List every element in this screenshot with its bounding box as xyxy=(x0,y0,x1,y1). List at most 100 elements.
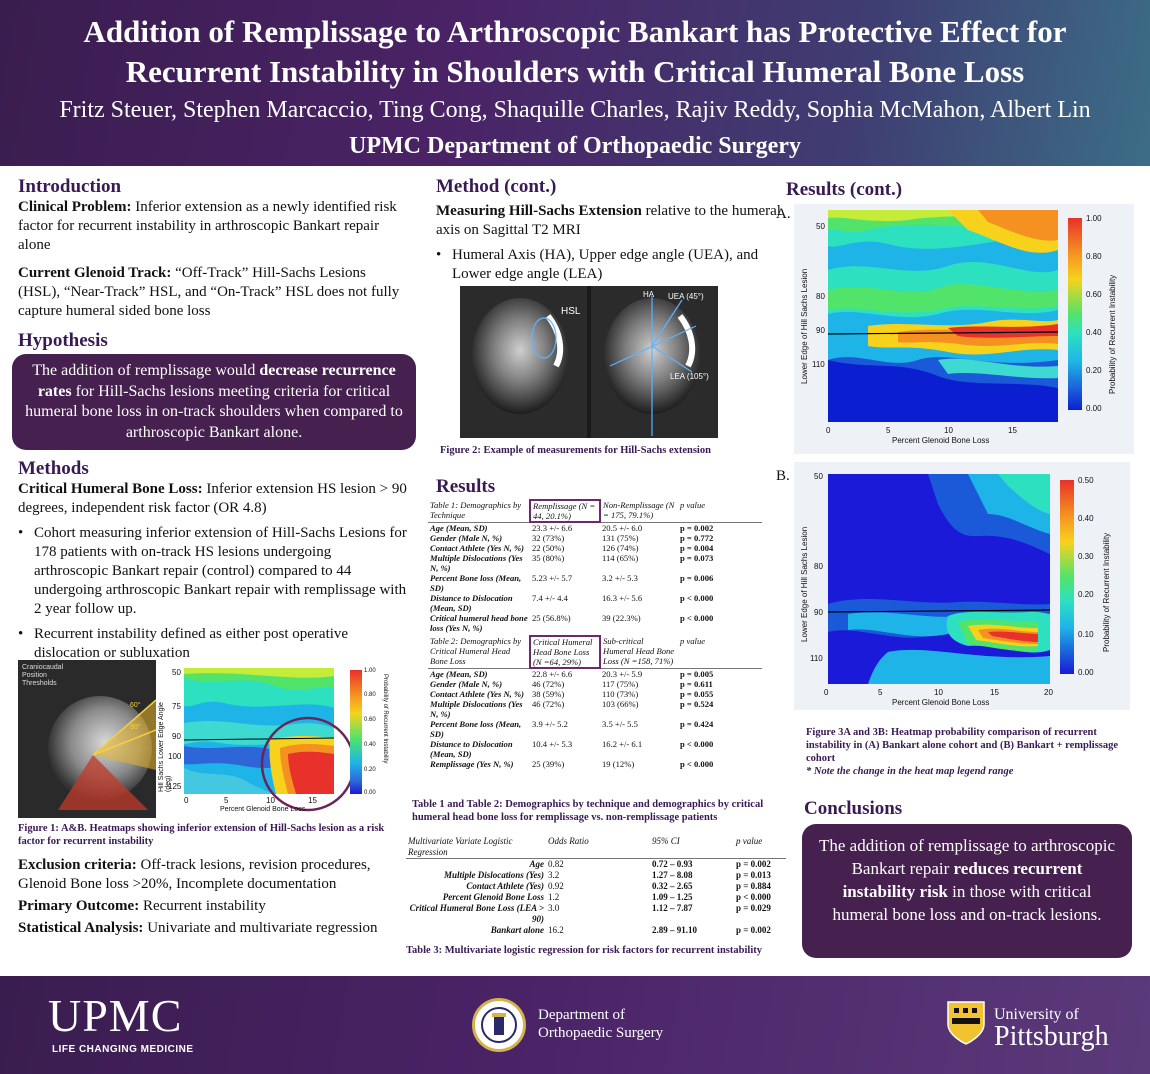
t2-cell: Percent Bone loss (Mean, SD) xyxy=(430,719,522,739)
t3-cell: 1.2 xyxy=(548,892,560,902)
methods-bullet-1: Cohort measuring inferior extension of H… xyxy=(18,524,408,619)
fig3a-ylabel: Lower Edge of Hill Sachs Lesion xyxy=(800,268,809,384)
fig3b-ylabel: Lower Edge of Hill Sachs Lesion xyxy=(800,526,809,642)
t1-cell: Contact Athlete (Yes N, %) xyxy=(430,543,524,553)
t1-cell: Multiple Dislocations (Yes N, %) xyxy=(430,553,523,573)
t3-cell: p < 0.000 xyxy=(736,892,771,902)
fig1-cbar-tick-2: 0.80 xyxy=(364,692,376,698)
t1-cell: Critical humeral head bone loss (Yes N, … xyxy=(430,613,528,633)
fig1-cbar-tick-4: 0.40 xyxy=(364,742,376,748)
t2-header-3: p value xyxy=(678,636,762,669)
fig3b-xtick-1: 0 xyxy=(824,688,829,697)
fig1-cbar-tick-6: 0.00 xyxy=(364,790,376,796)
t1-row: Gender (Male N, %) 32 (73%) 131 (75%) p = 0… xyxy=(428,533,762,543)
methods-bullets: Cohort measuring inferior extension of H… xyxy=(18,524,408,663)
fig3b-panel: Lower Edge of Hill Sachs Lesion 50 80 90… xyxy=(794,462,1130,710)
dept-seal-drawing xyxy=(481,1007,517,1043)
fig3a-ytick-2: 80 xyxy=(816,292,825,301)
t2-cell: Age (Mean, SD) xyxy=(430,668,488,679)
fig1-ytick-3: 90 xyxy=(172,732,181,741)
fig1-heatmap xyxy=(184,668,334,794)
t1-cell: 39 (22.3%) xyxy=(602,613,641,623)
fig3a-cbar-tick-6: 0.00 xyxy=(1086,404,1102,413)
fig3-note: * Note the change in the heat map legend… xyxy=(806,766,1014,777)
t3-cell: 16.2 xyxy=(548,925,564,935)
fig1-xray-drawing xyxy=(48,696,156,810)
t1-header-2: Non-Remplissage (N = 175, 79.1%) xyxy=(600,500,678,523)
t3-cell: Age xyxy=(529,859,545,869)
fig1-cbar-label: Probability of Recurrent Instability xyxy=(382,674,388,764)
fig1-heatmap-svg xyxy=(184,668,334,794)
fig1-ytick-5: 125 xyxy=(168,782,182,791)
table-3-block: Multivariate Variate Logistic Regression… xyxy=(406,836,786,957)
fig3a-ytick-3: 90 xyxy=(816,326,825,335)
fig3a-xlabel: Percent Glenoid Bone Loss xyxy=(892,436,990,445)
fig3b-cbar-tick-4: 0.20 xyxy=(1078,590,1094,599)
t2-cell: 3.5 +/- 5.5 xyxy=(602,719,638,729)
t1-cell: 126 (74%) xyxy=(602,543,639,553)
t1-cell: 5.23 +/- 5.7 xyxy=(532,573,573,583)
table-1-2-caption: Table 1 and Table 2: Demographics by tec… xyxy=(412,799,764,823)
results-heading: Results xyxy=(436,476,496,497)
fig3a-panel: Lower Edge of Hill Sachs Lesion 50 80 90… xyxy=(794,204,1134,454)
conclusions-heading: Conclusions xyxy=(804,798,903,819)
fig3b-xlabel: Percent Glenoid Bone Loss xyxy=(892,698,990,707)
poster-header: Addition of Remplissage to Arthroscopic … xyxy=(0,0,1150,166)
fig1-cbar-tick-5: 0.20 xyxy=(364,767,376,773)
t1-header-1: Remplissage (N = 44, 20.1%) xyxy=(529,499,601,523)
t3-row: Multiple Dislocations (Yes) 3.2 1.27 – 8.0… xyxy=(406,870,786,881)
fig2-lea-label: LEA (105°) xyxy=(670,372,709,381)
t1-row: Age (Mean, SD) 23.3 +/- 6.6 20.5 +/- 6.0 p … xyxy=(428,522,762,534)
fig3-caption-block: Figure 3A and 3B: Heatmap probability co… xyxy=(806,726,1132,778)
t3-cell: p = 0.002 xyxy=(736,859,771,869)
t2-cell: 25 (39%) xyxy=(532,759,565,769)
t2-cell: Remplissage (Yes N, %) xyxy=(430,759,514,769)
intro-heading: Introduction xyxy=(18,176,122,197)
t2-cell: 19 (12%) xyxy=(602,759,635,769)
t2-row: Gender (Male N, %) 46 (72%) 117 (75%) p = 0… xyxy=(428,679,762,689)
t3-row: Percent Glenoid Bone Loss 1.2 1.09 – 1.25 p… xyxy=(406,892,786,903)
t2-row: Percent Bone loss (Mean, SD) 3.9 +/- 5.2 3… xyxy=(428,719,762,739)
conclusions-box: The addition of remplissage to arthrosco… xyxy=(802,824,1132,958)
fig3a-cbar-tick-1: 1.00 xyxy=(1086,214,1102,223)
fig2-uea-label: UEA (45°) xyxy=(668,292,704,301)
dept-seal-icon xyxy=(472,998,526,1052)
fig3b-ytick-3: 90 xyxy=(814,608,823,617)
t3-cell: Percent Glenoid Bone Loss xyxy=(442,892,544,902)
t3-cell: Bankart alone xyxy=(490,925,544,935)
t3-row: Age 0.82 0.72 – 0.93 p = 0.002 xyxy=(406,859,786,871)
t1-row: Percent Bone loss (Mean, SD) 5.23 +/- 5.7… xyxy=(428,573,762,593)
fig3a-xtick-2: 5 xyxy=(886,426,891,435)
method-cont-p: Measuring Hill-Sachs Extension relative … xyxy=(436,203,781,238)
fig1-xtick-4: 15 xyxy=(308,796,317,805)
title-line-1: Addition of Remplissage to Arthroscopic … xyxy=(83,14,1067,49)
fig3a-xtick-4: 15 xyxy=(1008,426,1017,435)
t2-row: Multiple Dislocations (Yes N, %) 46 (72%)… xyxy=(428,699,762,719)
t1-cell: 3.2 +/- 5.3 xyxy=(602,573,638,583)
fig1-xtick-1: 0 xyxy=(184,796,189,805)
methods-bullet-2: Recurrent instability defined as either … xyxy=(18,625,408,663)
t2-cell: p < 0.000 xyxy=(680,759,714,769)
t1-header-3: p value xyxy=(678,500,762,523)
t1-row: Distance to Dislocation (Mean, SD) 7.4 +/… xyxy=(428,593,762,613)
t3-cell: 1.12 – 7.87 xyxy=(652,903,693,913)
t3-cell: 0.72 – 0.93 xyxy=(652,859,693,869)
t3-row: Bankart alone 16.2 2.89 – 91.10 p = 0.002 xyxy=(406,925,786,936)
fig3b-ytick-2: 80 xyxy=(814,562,823,571)
fig3a-colorbar xyxy=(1068,218,1082,410)
fig3a-cbar-tick-3: 0.60 xyxy=(1086,290,1102,299)
fig2-mri-drawing xyxy=(460,286,718,438)
fig1-xtick-2: 5 xyxy=(224,796,229,805)
pitt-shield-icon xyxy=(946,1000,986,1046)
fig3b-xtick-3: 10 xyxy=(934,688,943,697)
t1-row: Contact Athlete (Yes N, %) 22 (50%) 126 (7… xyxy=(428,543,762,553)
t3-header-0: Multivariate Variate Logistic Regression xyxy=(406,836,546,859)
table-3: Multivariate Variate Logistic Regression… xyxy=(406,836,786,936)
t3-cell: p = 0.002 xyxy=(736,925,771,935)
t3-cell: Contact Athlete (Yes) xyxy=(466,881,544,891)
fig2-caption: Figure 2: Example of measurements for Hi… xyxy=(440,445,711,456)
exclusion-criteria: Exclusion criteria: Off-track lesions, r… xyxy=(18,857,371,892)
fig3b-cbar-label: Probability of Recurrent Instability xyxy=(1102,532,1111,652)
t2-cell: Distance to Dislocation (Mean, SD) xyxy=(430,739,513,759)
t3-row: Contact Athlete (Yes) 0.92 0.32 – 2.65 p = … xyxy=(406,881,786,892)
